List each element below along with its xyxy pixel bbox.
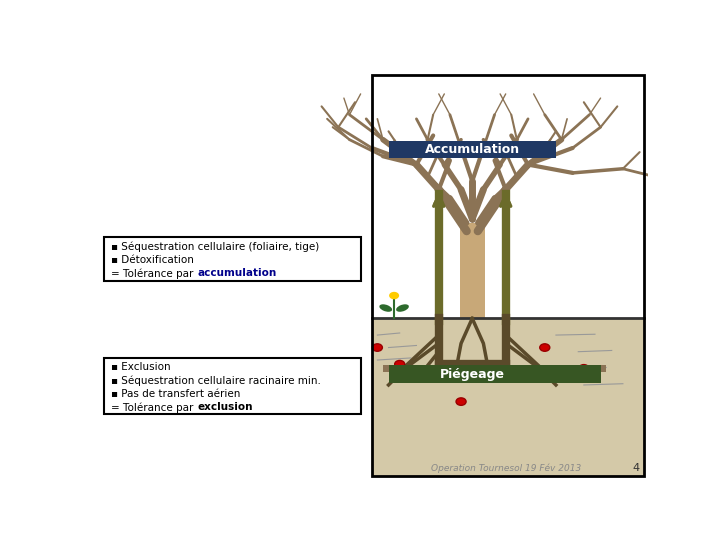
Text: ▪ Séquestration cellulaire racinaire min.: ▪ Séquestration cellulaire racinaire min… <box>111 375 320 386</box>
Text: ▪ Exclusion: ▪ Exclusion <box>111 362 170 372</box>
Circle shape <box>456 398 466 406</box>
Text: Operation Tournesol 19 Fév 2013: Operation Tournesol 19 Fév 2013 <box>431 464 581 473</box>
Ellipse shape <box>379 305 392 312</box>
FancyBboxPatch shape <box>104 238 361 281</box>
Text: accumulation: accumulation <box>197 268 276 278</box>
Circle shape <box>490 369 500 376</box>
FancyBboxPatch shape <box>104 358 361 414</box>
Ellipse shape <box>396 305 409 312</box>
Text: ▪ Détoxification: ▪ Détoxification <box>111 255 194 265</box>
Text: = Tolérance par: = Tolérance par <box>111 402 197 413</box>
Bar <box>372 75 644 476</box>
Text: exclusion: exclusion <box>197 402 253 412</box>
Circle shape <box>423 373 433 380</box>
Bar <box>389 366 600 383</box>
Text: = Tolérance par: = Tolérance par <box>111 268 197 279</box>
Bar <box>90 65 372 481</box>
Circle shape <box>540 344 550 352</box>
Bar <box>372 319 644 476</box>
Text: 4: 4 <box>632 463 639 473</box>
Circle shape <box>372 344 382 352</box>
Bar <box>372 75 644 476</box>
Text: ▪ Pas de transfert aérien: ▪ Pas de transfert aérien <box>111 389 240 399</box>
Circle shape <box>395 360 405 368</box>
Bar <box>460 223 485 319</box>
Bar <box>389 141 556 158</box>
Circle shape <box>579 364 589 372</box>
Text: Mécanismes de
tolérance: Mécanismes de tolérance <box>157 90 307 131</box>
Bar <box>383 365 606 373</box>
Text: Piégeage: Piégeage <box>440 368 505 381</box>
Text: ▪ Séquestration cellulaire (foliaire, tige): ▪ Séquestration cellulaire (foliaire, ti… <box>111 241 319 252</box>
Text: Accumulation: Accumulation <box>425 143 520 156</box>
Circle shape <box>389 292 399 299</box>
